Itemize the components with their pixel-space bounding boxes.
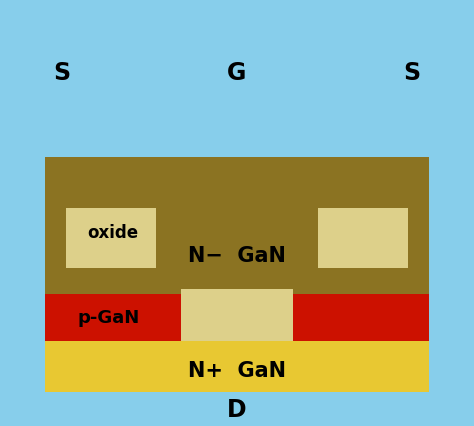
Text: N−  GaN: N− GaN [188,246,286,265]
Bar [24,0,152,158]
Bar [182,0,292,158]
Bar [322,0,450,158]
Bar [292,294,429,341]
Bar [45,341,429,392]
Bar [305,217,420,294]
Bar [45,294,182,341]
Text: S: S [403,60,420,84]
Bar [54,217,169,294]
Bar [24,392,450,426]
Bar [182,290,292,341]
Text: oxide: oxide [88,223,139,241]
Text: p-GaN: p-GaN [78,308,140,326]
Text: N+  GaN: N+ GaN [188,361,286,380]
Text: S: S [54,60,71,84]
Bar [66,209,156,268]
Bar [318,209,408,268]
Bar [45,158,429,392]
Text: D: D [227,397,247,421]
Text: G: G [228,60,246,84]
